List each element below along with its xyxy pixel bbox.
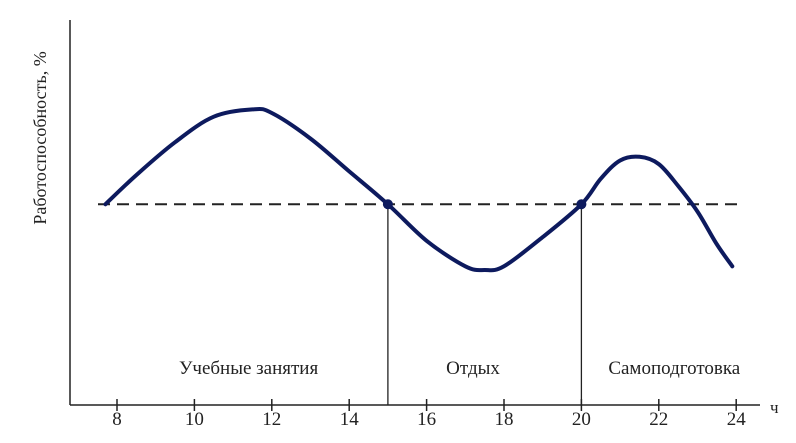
- region-label: Самоподготовка: [608, 358, 740, 379]
- x-tick-label: 22: [649, 409, 668, 430]
- x-tick-label: 14: [340, 409, 360, 430]
- series-line: [103, 106, 735, 273]
- region-labels: Учебные занятия Отдых Самоподготовка: [179, 358, 741, 379]
- x-tick-label: 24: [727, 409, 747, 430]
- x-tick-labels: 8 10 12 14 16 18 20 22 24: [112, 409, 746, 430]
- y-axis-label: Работоспособность, %: [30, 51, 50, 224]
- x-tick-label: 16: [417, 409, 436, 430]
- x-tick-label: 8: [112, 409, 122, 430]
- region-label: Учебные занятия: [179, 358, 319, 379]
- axes: [69, 20, 760, 406]
- intersection-marker: [576, 199, 587, 210]
- x-axis-unit-label: ч: [770, 398, 779, 417]
- intersection-marker: [382, 199, 393, 210]
- x-tick-label: 12: [262, 409, 281, 430]
- x-tick-label: 20: [572, 409, 591, 430]
- dividers-group: [387, 204, 583, 405]
- series-group: [103, 106, 735, 273]
- x-tick-label: 18: [495, 409, 514, 430]
- markers-group: [382, 199, 587, 210]
- x-tick-label: 10: [185, 409, 204, 430]
- region-label: Отдых: [446, 358, 500, 379]
